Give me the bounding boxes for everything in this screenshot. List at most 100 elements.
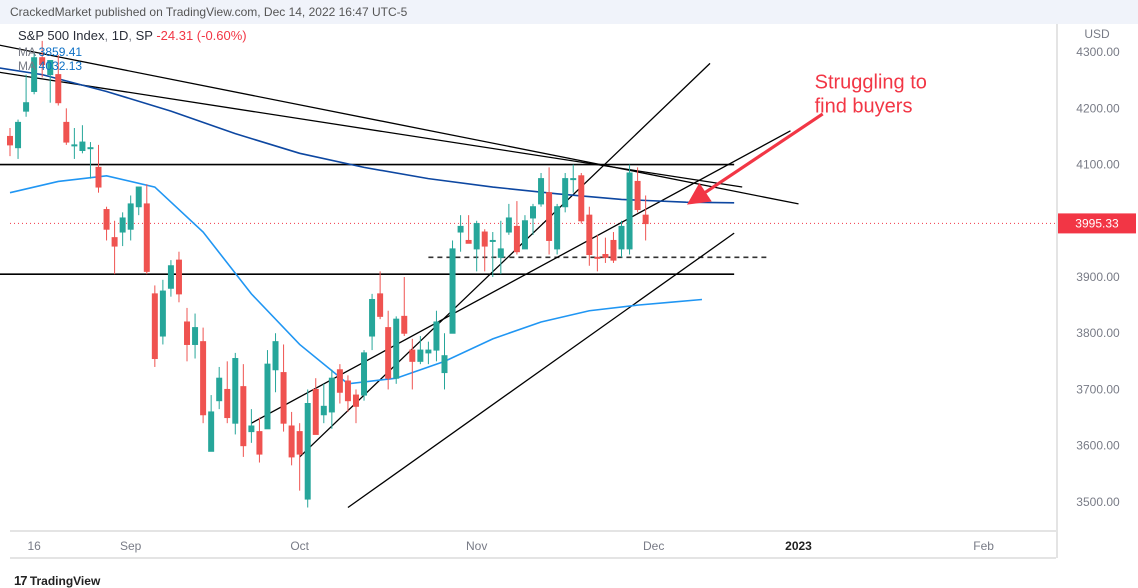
candle-body[interactable] [353,395,358,406]
candle-body[interactable] [209,412,214,451]
candle-body[interactable] [603,255,608,258]
candle-body[interactable] [362,353,367,395]
candle-body[interactable] [233,359,238,424]
candle-body[interactable] [136,187,141,207]
symbol-title[interactable]: S&P 500 Index, 1D, SP -24.31 (-0.60%) [18,28,247,43]
candle-body[interactable] [490,240,495,241]
candle-body[interactable] [120,218,125,232]
candle-body[interactable] [56,75,61,103]
last-price-value: 3995.33 [1075,216,1119,230]
candle-body[interactable] [531,207,536,218]
candle-body[interactable] [434,322,439,350]
candle-body[interactable] [24,103,29,111]
x-tick-label: Feb [973,539,994,553]
y-tick-label: 3700.00 [1076,382,1120,396]
candle-body[interactable] [482,232,487,246]
annotation-line2: find buyers [815,96,913,118]
candle-body[interactable] [112,238,117,246]
candle-body[interactable] [72,145,77,146]
y-tick-label: 3600.00 [1076,439,1120,453]
candle-body[interactable] [337,370,342,392]
candle-body[interactable] [627,173,632,249]
candle-body[interactable] [16,122,21,147]
ma-long-line[interactable] [0,63,734,202]
annotation-line1: Struggling to [815,72,927,94]
candle-body[interactable] [474,224,479,249]
ma-short-line[interactable] [10,176,702,384]
candle-body[interactable] [313,389,318,434]
candle-body[interactable] [305,404,310,500]
candle-body[interactable] [410,350,415,361]
candle-body[interactable] [80,142,85,150]
candle-body[interactable] [522,221,527,249]
candle-body[interactable] [426,350,431,353]
y-tick-label: 4200.00 [1076,101,1120,115]
candle-body[interactable] [160,291,165,336]
tradingview-brand-text: TradingView [30,574,100,588]
price-chart[interactable]: USD3500.003600.003700.003800.003900.0040… [0,0,1138,588]
candle-body[interactable] [321,406,326,414]
y-tick-label: 3800.00 [1076,326,1120,340]
candle-body[interactable] [96,167,101,187]
candle-body[interactable] [88,148,93,149]
candle-body[interactable] [514,226,519,251]
candle-body[interactable] [265,364,270,429]
candle-body[interactable] [595,257,600,258]
candle-body[interactable] [176,260,181,294]
candle-body[interactable] [370,299,375,336]
candle-body[interactable] [506,218,511,232]
candle-body[interactable] [498,249,503,257]
annotation-arrow [692,114,822,201]
candle-body[interactable] [193,328,198,345]
candle-body[interactable] [442,356,447,373]
y-tick-label: 3900.00 [1076,270,1120,284]
y-tick-label: 4100.00 [1076,158,1120,172]
candle-body[interactable] [273,342,278,370]
candle-body[interactable] [563,179,568,207]
candle-body[interactable] [201,342,206,415]
candle-body[interactable] [579,176,584,221]
x-tick-label: 16 [27,539,41,553]
candle-body[interactable] [402,316,407,333]
candle-body[interactable] [104,210,109,230]
candle-body[interactable] [539,179,544,204]
candle-body[interactable] [611,240,616,260]
candle-body[interactable] [450,249,455,333]
x-tick-label: Sep [120,539,142,553]
candle-body[interactable] [345,381,350,401]
candle-body[interactable] [587,215,592,254]
ma-readout[interactable]: MA 4032.13 [18,59,82,73]
candle-body[interactable] [619,226,624,248]
candle-body[interactable] [418,350,423,361]
candle-body[interactable] [281,373,286,424]
candle-body[interactable] [289,426,294,457]
y-axis-unit: USD [1084,27,1110,41]
candle-body[interactable] [386,328,391,379]
candle-body[interactable] [635,181,640,209]
candle-body[interactable] [241,387,246,446]
candle-body[interactable] [458,226,463,232]
candle-body[interactable] [378,294,383,316]
candle-body[interactable] [225,389,230,417]
candle-body[interactable] [547,193,552,241]
candle-body[interactable] [257,432,262,454]
candle-body[interactable] [64,122,69,142]
candle-body[interactable] [329,378,334,412]
candle-body[interactable] [394,319,399,378]
x-tick-label: 2023 [785,539,812,553]
candle-body[interactable] [152,294,157,359]
candle-body[interactable] [217,378,222,400]
candle-body[interactable] [128,204,133,229]
candle-body[interactable] [249,426,254,432]
candle-body[interactable] [185,322,190,344]
candle-body[interactable] [8,136,13,144]
candle-body[interactable] [643,215,648,223]
trend-line[interactable] [300,63,710,457]
candle-body[interactable] [466,240,471,243]
candle-body[interactable] [297,432,302,454]
candle-body[interactable] [168,266,173,288]
ma-readout[interactable]: MA 3859.41 [18,45,82,59]
candle-body[interactable] [144,204,149,271]
candle-body[interactable] [571,179,576,180]
candle-body[interactable] [555,207,560,249]
